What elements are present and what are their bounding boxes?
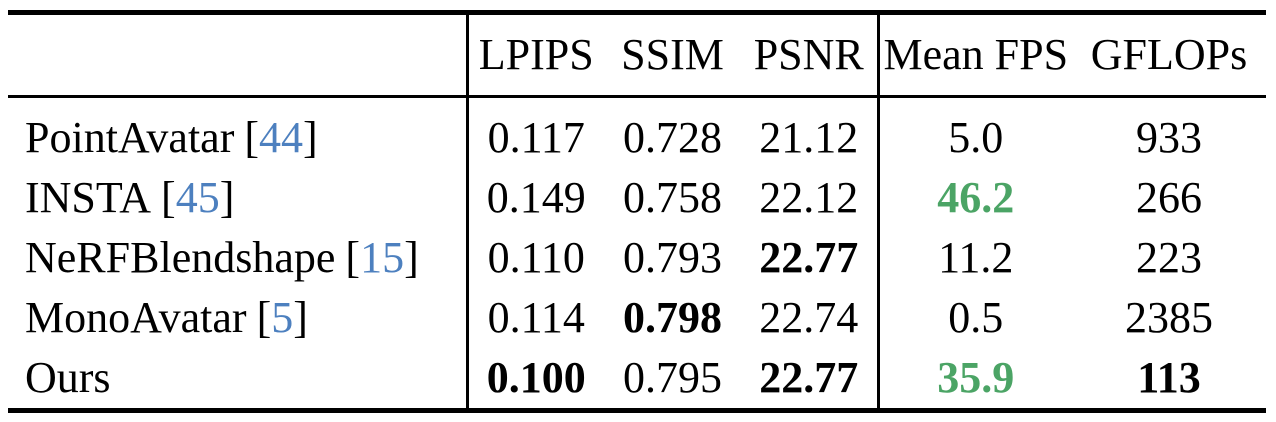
- method-name: INSTA: [25, 173, 152, 222]
- mean-fps-value: 11.2: [876, 228, 1072, 288]
- method-cell: NeRFBlendshape [15]: [8, 228, 467, 288]
- method-name: PointAvatar: [25, 113, 235, 162]
- table-row: INSTA [45] 0.149 0.758 22.12 46.2 266: [8, 168, 1266, 228]
- citation-link[interactable]: 44: [259, 113, 304, 162]
- citation-link[interactable]: 5: [271, 293, 294, 342]
- method-cell: INSTA [45]: [8, 168, 467, 228]
- citation-close-bracket: ]: [303, 113, 318, 162]
- citation-link[interactable]: 15: [360, 233, 405, 282]
- psnr-value-best: 22.77: [759, 353, 859, 402]
- lpips-value: 0.117: [465, 96, 604, 168]
- method-name: Ours: [25, 353, 111, 402]
- table-row: NeRFBlendshape [15] 0.110 0.793 22.77 11.…: [8, 228, 1266, 288]
- citation-close-bracket: ]: [219, 173, 235, 222]
- method-name: MonoAvatar: [25, 293, 247, 342]
- col-header-method: [8, 12, 467, 98]
- lpips-value: 0.114: [465, 288, 604, 348]
- header-row: LPIPS SSIM PSNR Mean FPS GFLOPs: [8, 12, 1266, 98]
- citation-close-bracket: ]: [293, 293, 308, 342]
- results-table: LPIPS SSIM PSNR Mean FPS GFLOPs PointAva…: [8, 10, 1266, 413]
- citation: [5]: [257, 293, 308, 342]
- col-header-ssim: SSIM: [604, 12, 741, 98]
- method-name: NeRFBlendshape: [25, 233, 336, 282]
- col-header-psnr: PSNR: [741, 12, 878, 98]
- mean-fps-value-best: 35.9: [876, 348, 1072, 411]
- col-header-mean-fps: Mean FPS: [876, 12, 1072, 98]
- citation-open-bracket: [: [345, 233, 361, 282]
- gflops-value: 223: [1136, 233, 1202, 282]
- gflops-value: 933: [1136, 113, 1202, 162]
- lpips-value-best: 0.100: [465, 348, 604, 411]
- col-header-gflops: GFLOPs: [1072, 12, 1266, 98]
- table-row: PointAvatar [44] 0.117 0.728 21.12 5.0 93…: [8, 96, 1266, 169]
- mean-fps-value: 5.0: [876, 96, 1072, 168]
- citation: [15]: [345, 233, 418, 282]
- ssim-value: 0.795: [623, 353, 722, 402]
- table-row: MonoAvatar [5] 0.114 0.798 22.74 0.5 2385: [8, 288, 1266, 348]
- gflops-value-best: 113: [1137, 353, 1201, 402]
- citation-open-bracket: [: [161, 173, 176, 222]
- citation: [45]: [161, 173, 234, 222]
- ssim-value: 0.758: [623, 173, 722, 222]
- lpips-value: 0.149: [465, 168, 604, 228]
- citation-open-bracket: [: [256, 293, 272, 342]
- table-row: Ours[] 0.100 0.795 22.77 35.9 113: [8, 348, 1266, 411]
- method-cell: PointAvatar [44]: [8, 97, 467, 169]
- method-cell: Ours[]: [8, 348, 467, 411]
- psnr-value-best: 22.77: [759, 233, 859, 282]
- psnr-value: 21.12: [759, 113, 859, 162]
- citation-link[interactable]: 45: [175, 173, 220, 222]
- psnr-value: 22.74: [759, 293, 859, 342]
- citation-open-bracket: [: [244, 113, 260, 162]
- method-cell: MonoAvatar [5]: [8, 288, 467, 348]
- ssim-value-best: 0.798: [623, 293, 722, 342]
- mean-fps-value: 0.5: [876, 288, 1072, 348]
- citation-close-bracket: ]: [404, 233, 419, 282]
- mean-fps-value-best: 46.2: [876, 168, 1072, 228]
- gflops-value: 2385: [1125, 293, 1213, 342]
- lpips-value: 0.110: [465, 228, 604, 288]
- citation: [44]: [244, 113, 317, 162]
- ssim-value: 0.793: [623, 233, 722, 282]
- psnr-value: 22.12: [759, 173, 859, 222]
- col-header-lpips: LPIPS: [465, 12, 604, 98]
- gflops-value: 266: [1136, 173, 1202, 222]
- ssim-value: 0.728: [623, 113, 722, 162]
